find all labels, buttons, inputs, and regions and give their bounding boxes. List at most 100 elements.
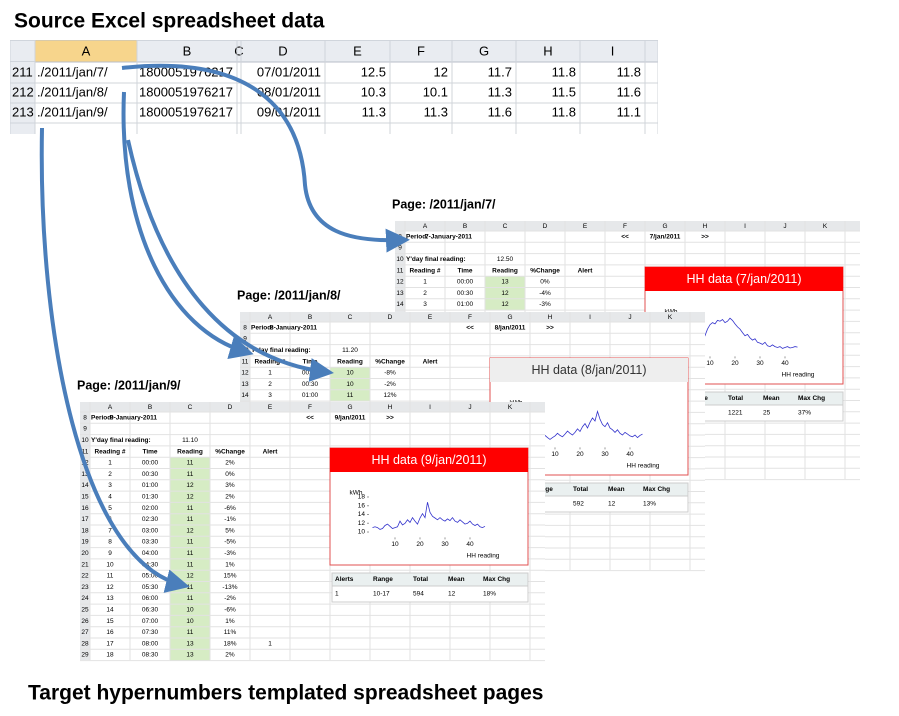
- summary-head: Total: [413, 576, 428, 583]
- col-header-row: [395, 221, 860, 231]
- cell: 11.8: [552, 104, 576, 119]
- reading-cell: [170, 468, 210, 480]
- row-number: 23: [81, 584, 89, 591]
- summary-value: 12: [608, 501, 616, 508]
- reading-cell: [330, 378, 370, 390]
- row-number: 10: [81, 437, 89, 444]
- table-cell: 05:30: [142, 584, 159, 591]
- row-number: 25: [81, 606, 89, 613]
- reading-cell: [170, 570, 210, 582]
- table-cell: 13: [186, 652, 194, 659]
- table-cell: 3: [268, 392, 272, 399]
- table-cell: 9: [108, 550, 112, 557]
- table-header: %Change: [215, 448, 245, 455]
- table-cell: -6%: [224, 505, 236, 512]
- table-cell: 11: [187, 516, 194, 523]
- reading-cell: [170, 604, 210, 616]
- summary-value: 18%: [483, 591, 496, 598]
- summary-head: Alerts: [335, 576, 354, 583]
- cell: ./2011/jan/8/: [37, 84, 108, 99]
- col-header: K: [508, 404, 513, 411]
- table-cell: 7: [108, 527, 112, 534]
- data-line: [372, 502, 486, 530]
- table-cell: -4%: [539, 290, 551, 297]
- col-header: C: [348, 314, 353, 321]
- reading-cell: [485, 276, 525, 288]
- column-header: F: [417, 43, 425, 58]
- row-number: 28: [81, 640, 89, 647]
- row-number: 20: [81, 550, 89, 557]
- summary-value: 594: [413, 591, 424, 598]
- reading-cell: [485, 287, 525, 299]
- table-cell: 1: [423, 279, 427, 286]
- table-cell: 2: [108, 471, 112, 478]
- col-header: F: [623, 223, 627, 230]
- row-number: 13: [396, 290, 404, 297]
- data-line: [532, 409, 643, 441]
- x-tick-label: 30: [601, 451, 609, 458]
- table-cell: 1: [268, 370, 272, 377]
- row-number: 15: [81, 493, 89, 500]
- table-cell: 10: [346, 370, 354, 377]
- cell: 11.3: [362, 104, 386, 119]
- period: 7-January-2011: [425, 233, 472, 240]
- table-cell: 11: [187, 471, 194, 478]
- cell: 12: [434, 64, 448, 79]
- cell: 1800051976217: [139, 84, 233, 99]
- summary-head: Total: [573, 486, 588, 493]
- row-number: 13: [241, 381, 249, 388]
- table-cell: 4: [108, 493, 112, 500]
- col-header: F: [308, 404, 312, 411]
- table-cell: -5%: [224, 539, 236, 546]
- x-tick-label: 30: [441, 541, 449, 548]
- col-header: C: [503, 223, 508, 230]
- table-cell: 5: [108, 505, 112, 512]
- date: 8/jan/2011: [495, 324, 526, 331]
- table-cell: 11: [187, 629, 194, 636]
- table-cell: 01:00: [457, 301, 474, 308]
- table-header: %Change: [530, 267, 560, 274]
- summary-value: 25: [763, 410, 771, 417]
- reading-cell: [170, 457, 210, 469]
- col-header: D: [228, 404, 233, 411]
- chart-title: HH data (9/jan/2011): [371, 453, 486, 467]
- reading-cell: [170, 547, 210, 559]
- cell: 11.3: [424, 104, 448, 119]
- table-cell: 07:00: [142, 618, 159, 625]
- summary-value: 37%: [798, 410, 811, 417]
- cell: 10.1: [423, 84, 448, 99]
- table-cell: 18%: [223, 640, 236, 647]
- table-cell: -2%: [384, 381, 396, 388]
- reading-cell: [170, 525, 210, 537]
- yday: 11.20: [342, 347, 358, 354]
- reading-cell: [330, 389, 370, 402]
- reading-cell: [170, 649, 210, 661]
- reading-cell: [170, 479, 210, 492]
- column-header: E: [353, 43, 362, 58]
- table-header: Alert: [423, 358, 439, 365]
- row-number: 21: [81, 561, 89, 568]
- row-number: 14: [396, 301, 404, 308]
- table-cell: -3%: [539, 301, 551, 308]
- table-cell: 11: [187, 539, 194, 546]
- table-cell: 08:00: [142, 640, 159, 647]
- table-cell: 15%: [223, 573, 236, 580]
- cell: 11.7: [488, 64, 512, 79]
- table-cell: 11: [107, 573, 114, 580]
- date: 7/jan/2011: [650, 233, 681, 240]
- reading-cell: [170, 638, 210, 650]
- table-cell: -6%: [224, 606, 236, 613]
- cell: 11.5: [552, 84, 576, 99]
- page-label: Page: /2011/jan/8/: [237, 288, 341, 302]
- summary-value: 10-17: [373, 591, 390, 598]
- col-header: H: [703, 223, 708, 230]
- table-cell: -3%: [224, 550, 236, 557]
- table-cell: 3: [108, 482, 112, 489]
- table-cell: -8%: [384, 370, 396, 377]
- table-cell: 5%: [225, 527, 235, 534]
- chart-title: HH data (7/jan/2011): [686, 272, 801, 286]
- table-cell: 10: [346, 381, 354, 388]
- table-cell: 11: [187, 595, 194, 602]
- summary-value: 13%: [643, 501, 656, 508]
- summary-head: Max Chg: [798, 395, 825, 402]
